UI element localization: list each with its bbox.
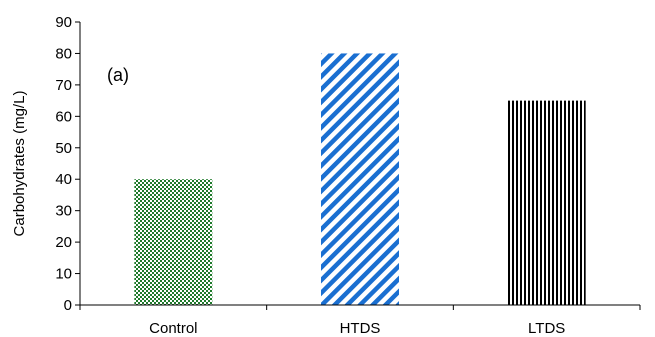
y-tick-label: 30	[55, 203, 72, 220]
y-tick-label: 20	[55, 234, 72, 251]
bar-htds	[321, 53, 399, 305]
x-category-label: LTDS	[528, 320, 565, 337]
y-tick-label: 80	[55, 45, 72, 62]
y-tick-label: 50	[55, 140, 72, 157]
y-tick-label: 0	[64, 297, 72, 314]
bar-control	[134, 179, 213, 305]
y-tick-label: 60	[55, 108, 72, 125]
y-tick-label: 10	[55, 266, 72, 283]
x-category-label: Control	[149, 320, 197, 337]
y-axis-label: Carbohydrates (mg/L)	[11, 91, 28, 237]
bar-ltds	[507, 100, 586, 305]
y-tick-label: 40	[55, 171, 72, 188]
y-tick-label: 70	[55, 77, 72, 94]
x-ticks-group: Control HTDS LTDS	[79, 305, 641, 337]
y-tick-label: 90	[55, 14, 72, 31]
panel-annotation: (a)	[107, 65, 129, 85]
y-ticks-group: 0 10 20 30 40 50 60 70 80 90	[55, 14, 80, 314]
x-category-label: HTDS	[340, 320, 381, 337]
bars-group	[134, 53, 586, 305]
